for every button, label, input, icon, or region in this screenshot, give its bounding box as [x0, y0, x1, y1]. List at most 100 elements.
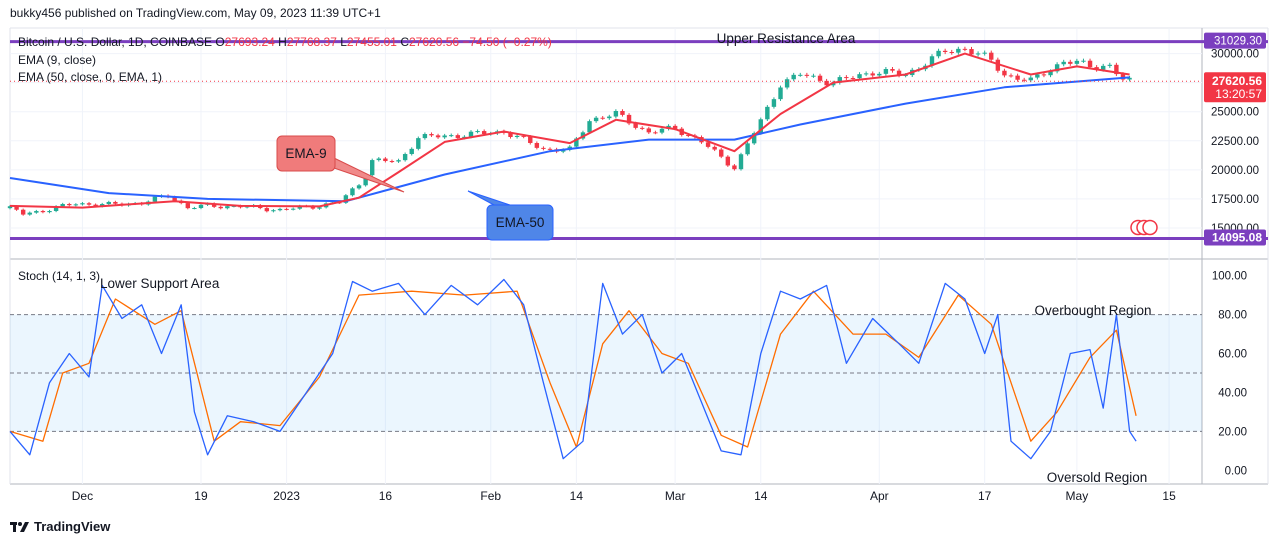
stoch-tick-label: 20.00	[1218, 426, 1247, 438]
time-tick-label: Dec	[72, 489, 93, 503]
candle-body	[883, 69, 889, 74]
candle-body	[1114, 64, 1119, 75]
candle-body	[20, 209, 26, 215]
symbol-legend: Bitcoin / U.S. Dollar, 1D, COINBASE O276…	[18, 35, 552, 49]
candle-body	[1107, 64, 1113, 66]
ema9-callout-text: EMA-9	[285, 146, 326, 161]
candle-body	[738, 154, 744, 170]
candle-body	[363, 175, 368, 186]
candle-body	[1127, 77, 1132, 80]
candle-body	[93, 204, 98, 207]
high-value: 27768.37	[286, 35, 337, 49]
candle-body	[429, 134, 434, 136]
candle-body	[607, 116, 612, 119]
candle-body	[791, 74, 796, 80]
candle-body	[481, 131, 487, 135]
candle-body	[7, 206, 13, 209]
candle-body	[765, 106, 770, 120]
candle-body	[60, 204, 65, 207]
candle-body	[844, 77, 849, 79]
candle-body	[310, 206, 316, 209]
candle-body	[211, 203, 217, 207]
candle-body	[1041, 74, 1047, 76]
candle-body	[751, 133, 757, 144]
stoch-tick-label: 80.00	[1218, 310, 1247, 322]
candle-body	[73, 204, 79, 206]
candle-body	[758, 119, 763, 134]
candle-body	[185, 203, 191, 209]
candle-body	[600, 117, 605, 119]
candle-body	[402, 154, 408, 161]
candle-body	[896, 70, 902, 76]
candle-body	[370, 160, 375, 176]
open-value: 27693.24	[224, 35, 275, 49]
candle-body	[745, 143, 750, 155]
candle-body	[1048, 71, 1053, 76]
candle-body	[784, 79, 790, 88]
candle-body	[218, 206, 223, 209]
candle-body	[1101, 65, 1106, 70]
candle-body	[817, 75, 823, 81]
candle-body	[468, 131, 474, 137]
candle-body	[1068, 61, 1073, 64]
candle-body	[396, 160, 401, 162]
candle-body	[732, 165, 737, 170]
candle-body	[462, 136, 467, 138]
time-tick-label: 17	[978, 489, 992, 503]
candle-body	[903, 75, 908, 77]
candle-body	[389, 161, 395, 163]
upper-resistance-annotation: Upper Resistance Area	[717, 31, 856, 46]
time-tick-label: Apr	[870, 489, 889, 503]
candle-body	[455, 135, 461, 138]
candle-body	[27, 212, 32, 215]
candle-body	[771, 99, 777, 107]
candle-body	[962, 48, 968, 50]
overbought-annotation: Overbought Region	[1034, 303, 1151, 318]
candle-body	[778, 87, 783, 100]
candle-body	[152, 196, 158, 202]
candle-body	[192, 208, 197, 210]
candle-body	[850, 78, 856, 80]
candle-body	[80, 203, 85, 205]
candle-body	[593, 117, 599, 122]
candle-body	[574, 138, 579, 147]
candle-body	[343, 195, 349, 203]
stoch-tick-label: 100.00	[1212, 271, 1247, 283]
candle-body	[271, 210, 276, 212]
symbol-name: Bitcoin / U.S. Dollar, 1D, COINBASE	[18, 35, 213, 49]
ema50-legend[interactable]: EMA (50, close, 0, EMA, 1)	[18, 70, 163, 84]
open-label: O	[215, 35, 225, 49]
candle-body	[646, 128, 652, 133]
candle-body	[1002, 70, 1007, 76]
candle-body	[14, 206, 19, 210]
tradingview-brand[interactable]: TradingView	[34, 519, 111, 534]
last-price-badge	[1204, 72, 1266, 103]
candle-body	[416, 138, 421, 149]
ema50-callout-text: EMA-50	[496, 215, 545, 230]
candle-body	[969, 49, 974, 55]
ema50-line	[9, 76, 1130, 203]
time-tick-label: 14	[754, 489, 768, 503]
stoch-tick-label: 60.00	[1218, 349, 1247, 361]
candle-body	[198, 204, 204, 209]
change-value: −74.50 (−0.27%)	[462, 35, 552, 49]
candle-body	[514, 135, 520, 137]
candle-body	[1054, 64, 1060, 72]
price-tick-label: 22500.00	[1211, 136, 1259, 148]
stoch-legend[interactable]: Stoch (14, 1, 3)	[18, 269, 101, 283]
candle-body	[1061, 61, 1066, 65]
candle-body	[811, 75, 816, 77]
support-price-label: 14095.08	[1212, 230, 1262, 244]
ema9-line	[9, 52, 1130, 209]
tradingview-logo-icon	[10, 521, 29, 532]
candle-body	[1028, 77, 1033, 81]
time-tick-label: 14	[570, 489, 584, 503]
candle-body	[350, 188, 355, 196]
candle-body	[613, 111, 619, 117]
candle-body	[277, 208, 283, 211]
time-tick-label: 15	[1162, 489, 1176, 503]
ema9-legend[interactable]: EMA (9, close)	[18, 53, 97, 67]
time-tick-label: 16	[379, 489, 393, 503]
candle-body	[1087, 60, 1093, 68]
